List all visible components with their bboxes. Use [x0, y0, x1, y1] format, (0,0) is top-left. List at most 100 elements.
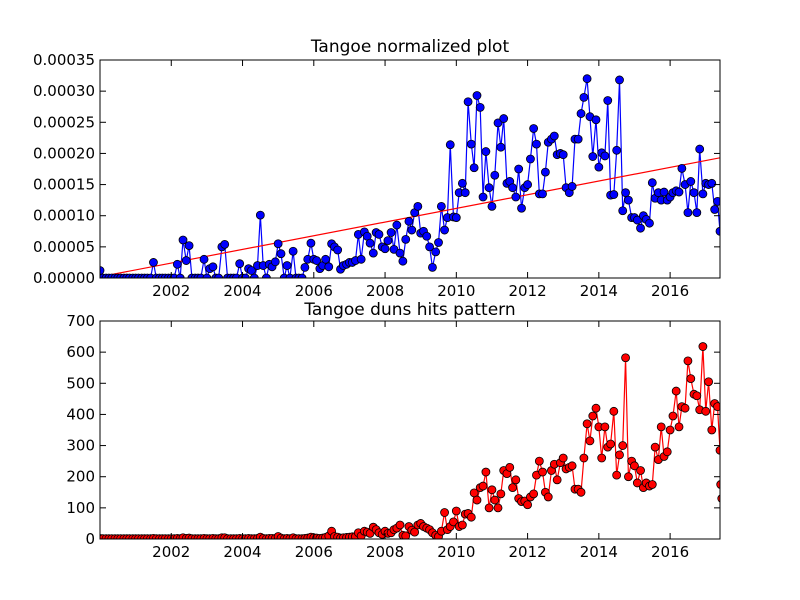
bottom-data-point: [621, 353, 630, 363]
bottom-data-point: [618, 441, 628, 450]
top-data-point: [591, 115, 601, 125]
top-data-point: [674, 187, 684, 197]
top-data-point: [624, 195, 633, 205]
bottom-data-point: [704, 377, 713, 387]
bottom-data-point: [656, 422, 666, 432]
top-data-point: [636, 223, 645, 233]
bottom-x-tick-label: 2014: [580, 543, 618, 561]
top-data-point: [567, 182, 577, 191]
top-x-tick-label: 2012: [508, 282, 546, 300]
bottom-data-point: [543, 492, 553, 502]
top-data-point: [247, 266, 256, 275]
top-data-point: [436, 201, 446, 211]
top-data-point: [184, 241, 194, 251]
top-chart: Tangoe normalized plot 2002 2004 2006 2008 2…: [33, 37, 721, 300]
bottom-data-point: [484, 503, 494, 513]
top-data-point: [235, 259, 245, 269]
top-data-point: [558, 150, 568, 160]
top-data-point: [487, 201, 497, 211]
top-data-point: [481, 147, 491, 156]
bottom-data-point: [529, 489, 539, 499]
top-x-tick-label: 2008: [366, 282, 404, 300]
bottom-data-point: [609, 406, 619, 416]
top-data-point: [475, 102, 485, 112]
bottom-data-point: [490, 495, 500, 505]
top-data-point: [404, 216, 414, 226]
top-y-tick-label: 0.00020: [33, 144, 95, 162]
top-data-point: [526, 154, 535, 164]
top-data-point: [579, 92, 589, 102]
bottom-y-tick-label: 100: [66, 499, 95, 517]
top-data-point: [686, 177, 696, 186]
top-data-point: [440, 225, 449, 235]
bottom-data-point: [558, 453, 568, 463]
bottom-data-point: [707, 425, 717, 435]
top-data-point: [395, 248, 405, 258]
top-data-point: [214, 273, 224, 278]
top-data-point: [428, 263, 437, 272]
top-y-tick-label: 0.00005: [33, 238, 95, 256]
top-data-point: [484, 183, 494, 193]
top-data-point: [609, 190, 619, 199]
top-data-point: [297, 273, 307, 278]
bottom-y-tick-label: 300: [66, 437, 95, 455]
top-x-tick-label: 2004: [223, 282, 261, 300]
bottom-data-point: [472, 495, 482, 505]
top-data-point: [368, 248, 378, 258]
top-x-tick-label: 2016: [651, 282, 689, 300]
bottom-data-point: [449, 517, 458, 527]
bottom-plot-frame: [99, 320, 721, 540]
bottom-data-point: [717, 494, 720, 503]
top-data-point: [478, 192, 488, 202]
bottom-data-point: [466, 512, 476, 522]
top-data-point: [199, 254, 209, 264]
top-x-tick-label: 2002: [152, 282, 190, 300]
bottom-data-point: [636, 466, 645, 475]
top-data-point: [262, 273, 271, 278]
top-data-point: [175, 273, 185, 278]
top-data-point: [647, 178, 657, 188]
top-data-point: [594, 162, 604, 172]
bottom-data-point: [538, 467, 547, 477]
top-data-point: [460, 188, 470, 198]
bottom-chart-title: Tangoe duns hits pattern: [303, 300, 515, 320]
top-x-tick-label: 2010: [437, 282, 475, 300]
top-data-point: [178, 235, 188, 245]
bottom-data-point: [511, 475, 521, 485]
top-data-point: [496, 142, 506, 152]
bottom-data-point: [401, 531, 411, 539]
top-data-point: [202, 273, 212, 278]
bottom-data-point: [395, 520, 405, 530]
top-chart-title: Tangoe normalized plot: [310, 37, 510, 57]
bottom-data-point: [680, 403, 690, 413]
bottom-data-point: [715, 445, 720, 455]
top-data-point: [499, 114, 509, 123]
bottom-data-point: [579, 453, 589, 463]
top-data-point: [582, 74, 592, 84]
top-data-point: [401, 234, 411, 244]
top-data-point: [603, 96, 613, 105]
top-data-point: [523, 180, 532, 189]
bottom-x-tick-label: 2010: [437, 543, 475, 561]
top-data-point: [208, 262, 218, 272]
bottom-data-point: [552, 475, 562, 485]
bottom-data-point: [683, 356, 693, 366]
top-plot-frame: [99, 59, 721, 279]
top-data-point: [306, 238, 316, 248]
bottom-data-point: [478, 481, 488, 491]
bottom-x-tick-label: 2008: [366, 543, 404, 561]
bottom-data-point: [597, 453, 607, 463]
top-data-point: [541, 167, 550, 177]
bottom-data-point: [567, 461, 577, 471]
top-data-point: [472, 91, 482, 100]
top-data-point: [621, 188, 630, 198]
bottom-x-tick-label: 2006: [295, 543, 333, 561]
top-data-point: [333, 245, 343, 255]
top-data-point: [398, 256, 408, 266]
top-data-point: [618, 206, 628, 216]
bottom-data-point: [523, 500, 532, 510]
bottom-data-point: [624, 472, 633, 482]
top-data-point: [386, 228, 396, 237]
top-data-point: [255, 210, 265, 220]
top-data-point: [300, 263, 310, 272]
